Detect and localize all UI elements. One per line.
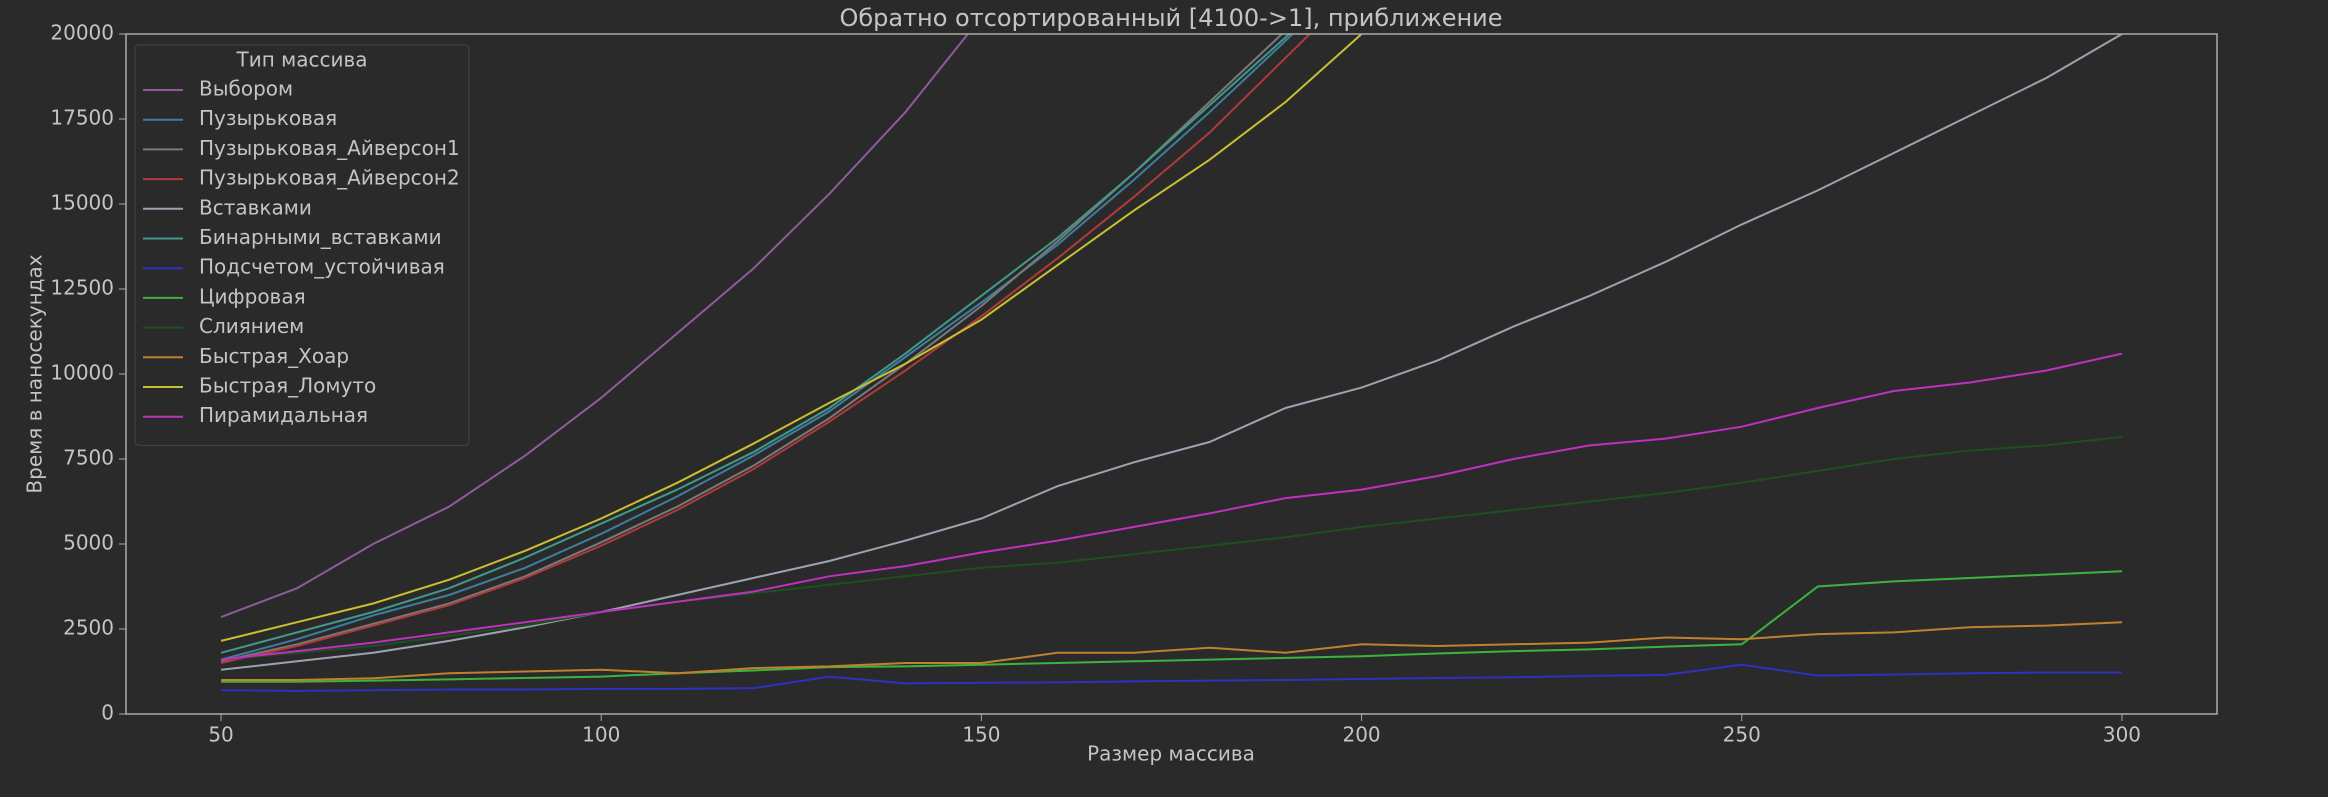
x-tick-label: 150	[962, 723, 1000, 747]
x-tick-label: 250	[1723, 723, 1761, 747]
series-line	[220, 352, 2123, 661]
series-line	[221, 570, 2122, 683]
legend-label: Бинарными_вставками	[199, 225, 442, 249]
legend-label: Вставками	[199, 195, 312, 219]
legend-label: Слиянием	[199, 314, 304, 338]
legend-label: Пузырьковая	[199, 106, 337, 130]
legend-label: Пузырьковая_Айверсон1	[199, 136, 460, 160]
y-tick-label: 5000	[63, 531, 114, 555]
series-line	[221, 621, 2122, 681]
plot-lines	[220, 34, 2123, 692]
x-axis-label: Размер массива	[1087, 742, 1255, 766]
legend-box	[134, 44, 470, 446]
y-tick-label: 2500	[63, 616, 114, 640]
legend-label: Выбором	[199, 77, 293, 101]
legend-label: Быстрая_Хоар	[199, 344, 349, 368]
x-tick-label: 200	[1342, 723, 1380, 747]
y-tick-label: 7500	[63, 446, 114, 470]
legend-label: Подсчетом_устойчивая	[199, 255, 445, 279]
legend-label: Пирамидальная	[199, 403, 368, 427]
legend-label: Быстрая_Ломуто	[199, 374, 376, 398]
series-line	[220, 34, 1284, 663]
y-tick-label: 15000	[50, 191, 114, 215]
x-tick-label: 100	[582, 723, 620, 747]
series-line	[220, 435, 2123, 661]
y-tick-label: 20000	[50, 21, 114, 45]
series-line	[221, 663, 2122, 692]
x-tick-label: 50	[208, 723, 233, 747]
series-line	[220, 34, 1291, 654]
y-tick-label: 10000	[50, 361, 114, 385]
legend-label: Пузырьковая_Айверсон2	[199, 166, 460, 190]
y-axis-label: Время в наносекундах	[23, 254, 47, 493]
y-tick-label: 12500	[50, 276, 114, 300]
series-line	[220, 34, 1312, 664]
x-tick-label: 300	[2103, 723, 2141, 747]
series-line	[220, 34, 1364, 642]
y-tick-label: 0	[101, 701, 114, 725]
chart-title: Обратно отсортированный [4100->1], прибл…	[839, 4, 1502, 32]
series-line	[220, 34, 2123, 671]
plot-frame	[125, 33, 2218, 715]
y-tick-label: 17500	[50, 106, 114, 130]
series-line	[220, 34, 970, 619]
legend-label: Цифровая	[199, 284, 306, 308]
series-line	[220, 34, 1294, 661]
legend-title: Тип массива	[235, 48, 367, 72]
